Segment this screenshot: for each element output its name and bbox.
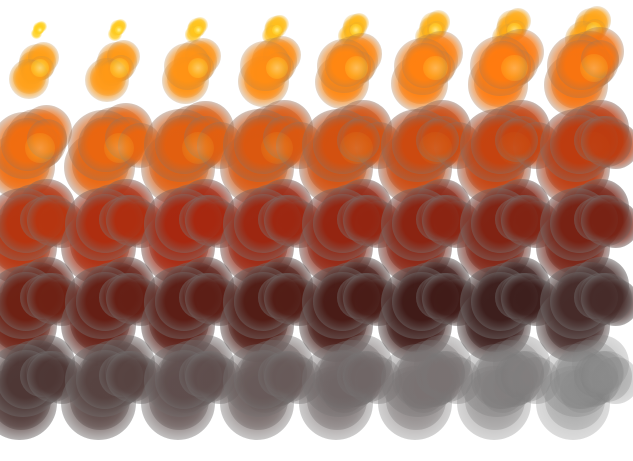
explosion-frame xyxy=(391,30,474,113)
explosion-blob xyxy=(580,350,632,402)
explosion-blob xyxy=(36,21,47,32)
explosion-frame xyxy=(314,30,395,110)
explosion-blob xyxy=(401,42,448,88)
explosion-blob xyxy=(336,118,381,163)
explosion-frame xyxy=(79,0,158,41)
explosion-blob xyxy=(559,368,604,413)
explosion-frame xyxy=(237,30,316,110)
explosion-frame xyxy=(140,100,244,205)
explosion-frame xyxy=(219,179,323,285)
explosion-blob xyxy=(573,353,618,398)
explosion-frame xyxy=(298,335,402,441)
explosion-frame xyxy=(467,29,554,115)
explosion-blob xyxy=(555,339,624,407)
explosion-blob xyxy=(494,118,539,163)
explosion-core xyxy=(37,27,43,33)
explosion-blob xyxy=(580,272,632,324)
explosion-core xyxy=(340,131,373,165)
explosion-frame xyxy=(456,335,560,441)
explosion-frame xyxy=(536,100,633,206)
explosion-core xyxy=(501,54,528,82)
explosion-blob xyxy=(536,365,611,441)
explosion-core xyxy=(261,131,294,165)
explosion-blob xyxy=(544,370,605,431)
explosion-blob xyxy=(415,118,460,163)
explosion-frame xyxy=(0,104,79,200)
explosion-core xyxy=(187,57,209,79)
explosion-frame xyxy=(61,257,165,363)
explosion-core xyxy=(577,132,609,164)
explosion-core xyxy=(272,24,283,36)
explosion-blob xyxy=(479,41,527,89)
explosion-blob xyxy=(580,115,632,167)
explosion-blob xyxy=(501,350,553,402)
explosion-frame xyxy=(298,179,402,285)
explosion-blob xyxy=(572,364,615,407)
explosion-core xyxy=(115,26,123,34)
explosion-core xyxy=(419,131,452,165)
explosion-frame xyxy=(316,0,395,48)
explosion-frame xyxy=(536,257,633,363)
explosion-blob xyxy=(572,335,630,393)
explosion-frame xyxy=(61,335,165,441)
explosion-frame xyxy=(219,257,323,363)
explosion-core xyxy=(31,59,49,77)
explosion-blob xyxy=(592,357,633,404)
explosion-blob xyxy=(539,343,614,418)
explosion-blob xyxy=(580,194,632,246)
explosion-blob xyxy=(324,44,368,87)
explosion-frame xyxy=(158,30,237,110)
explosion-blob xyxy=(581,40,620,79)
explosion-core xyxy=(109,58,129,78)
explosion-frame xyxy=(79,30,158,110)
explosion-core xyxy=(422,55,448,81)
explosion-blob xyxy=(553,351,611,409)
explosion-frame xyxy=(377,335,481,441)
explosion-blob xyxy=(550,350,609,409)
explosion-core xyxy=(344,56,369,80)
explosion-blob xyxy=(27,118,68,160)
explosion-frame xyxy=(158,0,237,43)
explosion-frame xyxy=(536,179,633,285)
explosion-core xyxy=(266,56,289,80)
explosion-frame xyxy=(140,335,244,441)
explosion-core xyxy=(350,24,363,36)
explosion-core xyxy=(25,133,55,163)
explosion-core xyxy=(103,132,135,164)
explosion-frame xyxy=(475,0,554,52)
explosion-frame xyxy=(64,102,163,203)
explosion-blob xyxy=(574,360,619,405)
explosion-core xyxy=(193,25,203,35)
explosion-blob xyxy=(579,350,624,396)
explosion-frame xyxy=(0,30,79,110)
explosion-core xyxy=(579,54,608,82)
explosion-frame xyxy=(536,335,633,441)
explosion-core xyxy=(498,131,531,165)
explosion-frame xyxy=(219,100,323,206)
explosion-frame xyxy=(456,257,560,363)
explosion-frame xyxy=(395,0,474,50)
explosion-frame xyxy=(0,0,79,39)
explosion-frame xyxy=(0,179,86,285)
explosion-core xyxy=(182,131,215,165)
explosion-frame xyxy=(544,27,633,118)
explosion-frame xyxy=(0,257,86,363)
explosion-frame xyxy=(554,0,633,59)
explosion-frame xyxy=(237,0,316,46)
